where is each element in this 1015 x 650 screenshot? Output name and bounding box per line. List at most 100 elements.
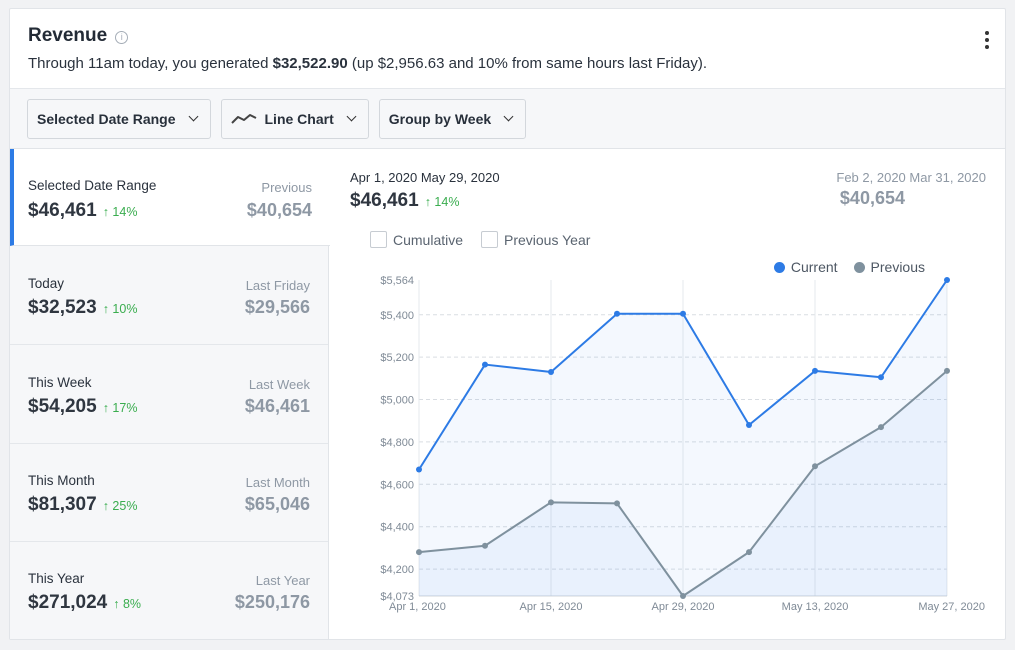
- period-label: This Month: [28, 473, 95, 488]
- data-point-current: [548, 368, 554, 375]
- date-range-dropdown[interactable]: Selected Date Range: [27, 98, 211, 139]
- chevron-down-icon: [503, 111, 514, 122]
- data-point-current: [416, 466, 422, 473]
- y-tick-label: $5,200: [380, 352, 414, 364]
- period-amount: $46,461: [28, 200, 97, 221]
- period-value: $81,307 ↑ 25%: [28, 494, 137, 516]
- period-item-today[interactable]: Today $32,523 ↑ 10% Last Friday $29,566: [10, 246, 328, 345]
- period-change: ↑ 10%: [102, 302, 138, 316]
- y-tick-label: $4,073: [380, 591, 414, 603]
- period-item-this-year[interactable]: This Year $271,024 ↑ 8% Last Year $250,17…: [10, 542, 328, 640]
- legend-label: Current: [790, 259, 838, 275]
- legend-current[interactable]: Current: [773, 259, 838, 275]
- period-label: This Week: [28, 375, 92, 390]
- legend-previous[interactable]: Previous: [853, 259, 925, 275]
- compare-value: $250,176: [234, 592, 310, 612]
- cumulative-label: Cumulative: [393, 231, 464, 248]
- data-point-previous: [680, 593, 686, 599]
- data-point-previous: [482, 542, 488, 549]
- data-point-current: [746, 421, 752, 428]
- period-amount: $271,024: [28, 592, 108, 613]
- previous-range-total: $40,654: [839, 188, 905, 208]
- info-icon[interactable]: i: [115, 30, 129, 44]
- period-change: ↑ 8%: [113, 597, 142, 611]
- compare-label: Last Week: [248, 377, 310, 392]
- selected-range-total: $46,461 ↑ 14%: [350, 190, 459, 212]
- period-item-this-week[interactable]: This Week $54,205 ↑ 17% Last Week $46,461: [10, 345, 328, 444]
- period-value: $46,461 ↑ 14%: [28, 200, 137, 222]
- chart-type-label: Line Chart: [264, 110, 334, 127]
- series-area-previous: [419, 370, 947, 596]
- x-tick-label: Apr 1, 2020: [389, 601, 446, 613]
- card-title: Revenue: [28, 25, 108, 46]
- cumulative-checkbox[interactable]: Cumulative: [370, 231, 463, 248]
- period-list: Selected Date Range $46,461 ↑ 14% Previou…: [10, 149, 330, 640]
- chart-legend: Current Previous: [773, 259, 925, 275]
- summary-prefix: Through 11am today, you generated: [28, 55, 273, 72]
- legend-dot: [853, 261, 865, 273]
- period-value: $32,523 ↑ 10%: [28, 297, 137, 319]
- series-area-current: [419, 280, 947, 596]
- toolbar: Selected Date Range Line Chart Group by …: [10, 89, 1005, 149]
- data-point-current: [614, 310, 620, 317]
- x-tick-label: May 13, 2020: [782, 601, 849, 613]
- data-point-previous: [944, 367, 950, 374]
- period-value: $54,205 ↑ 17%: [28, 396, 137, 418]
- period-amount: $32,523: [28, 297, 97, 318]
- previous-year-checkbox[interactable]: Previous Year: [481, 231, 590, 248]
- period-change: ↑ 17%: [102, 401, 138, 415]
- revenue-line-chart: $4,073 $4,200 $4,400 $4,600 $4,800 $5,000 $5,2…: [380, 275, 985, 613]
- y-tick-label: $5,564: [380, 275, 414, 287]
- period-amount: $54,205: [28, 396, 97, 417]
- checkbox-box[interactable]: [370, 231, 387, 248]
- previous-range-dates: Feb 2, 2020 Mar 31, 2020: [836, 170, 986, 185]
- period-label: Selected Date Range: [28, 178, 157, 193]
- date-range-label: Selected Date Range: [37, 110, 176, 127]
- data-point-previous: [878, 424, 884, 431]
- period-change: ↑ 14%: [102, 205, 138, 219]
- period-label: Today: [28, 276, 65, 291]
- period-amount: $81,307: [28, 494, 97, 515]
- y-tick-label: $5,000: [380, 395, 414, 407]
- summary-amount: $32,522.90: [272, 55, 348, 72]
- card-body: Selected Date Range $46,461 ↑ 14% Previou…: [10, 149, 1005, 639]
- period-item-selected-range[interactable]: Selected Date Range $46,461 ↑ 14% Previou…: [10, 149, 330, 246]
- data-point-previous: [614, 500, 620, 507]
- checkbox-box[interactable]: [481, 231, 498, 248]
- data-point-previous: [548, 499, 554, 506]
- selected-amount: $46,461: [350, 190, 419, 211]
- chart-type-dropdown[interactable]: Line Chart: [220, 98, 369, 139]
- y-tick-label: $4,800: [380, 437, 414, 449]
- previous-year-label: Previous Year: [504, 231, 591, 248]
- compare-value: $65,046: [244, 494, 310, 514]
- group-by-dropdown[interactable]: Group by Week: [378, 98, 527, 139]
- data-point-current: [680, 310, 686, 317]
- period-label: This Year: [28, 571, 85, 586]
- chevron-down-icon: [188, 111, 198, 122]
- summary-suffix: (up $2,956.63 and 10% from same hours la…: [347, 55, 708, 72]
- y-tick-label: $4,200: [380, 564, 414, 576]
- period-item-this-month[interactable]: This Month $81,307 ↑ 25% Last Month $65,0…: [10, 444, 328, 542]
- y-tick-label: $4,600: [380, 479, 414, 491]
- more-options-icon[interactable]: [983, 31, 991, 49]
- compare-label: Last Friday: [245, 278, 310, 293]
- x-tick-label: Apr 29, 2020: [652, 601, 715, 613]
- line-chart-icon: [230, 113, 256, 124]
- legend-label: Previous: [870, 259, 925, 275]
- y-tick-label: $4,400: [380, 522, 414, 534]
- period-change: ↑ 25%: [102, 499, 138, 513]
- compare-label: Previous: [261, 180, 312, 195]
- card-header: Revenue i Through 11am today, you genera…: [10, 9, 1005, 89]
- period-value: $271,024 ↑ 8%: [28, 592, 141, 614]
- data-point-previous: [746, 549, 752, 556]
- legend-dot: [773, 261, 785, 273]
- x-tick-label: May 27, 2020: [918, 601, 985, 613]
- x-tick-label: Apr 15, 2020: [520, 601, 583, 613]
- compare-value: $29,566: [244, 297, 310, 317]
- chevron-down-icon: [346, 111, 357, 122]
- group-by-label: Group by Week: [388, 110, 492, 127]
- y-tick-label: $5,400: [380, 310, 414, 322]
- data-point-current: [812, 367, 818, 374]
- selected-change: ↑ 14%: [424, 195, 460, 209]
- compare-label: Last Year: [255, 573, 310, 588]
